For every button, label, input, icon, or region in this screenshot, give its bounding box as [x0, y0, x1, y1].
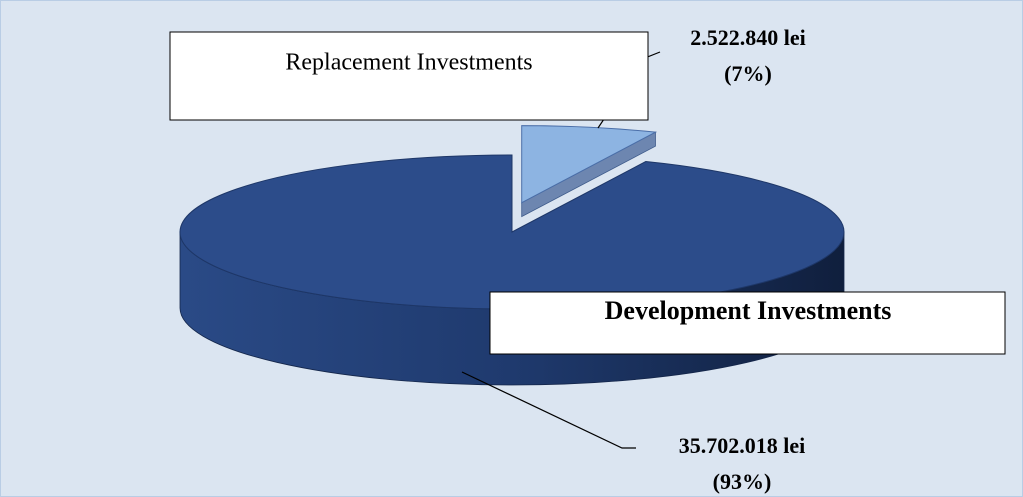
category-label: Replacement Investments: [285, 50, 532, 76]
percent-label: (93%): [713, 469, 772, 494]
leader-line: [461, 371, 636, 449]
value-label: 35.702.018 lei: [679, 433, 806, 458]
value-label: 2.522.840 lei: [690, 25, 806, 50]
pie-slice: [521, 125, 658, 204]
label-box: [169, 31, 649, 121]
category-label: Development Investments: [605, 296, 892, 325]
label-box: [489, 291, 1006, 355]
pie-slice: [179, 154, 845, 310]
percent-label: (7%): [724, 61, 772, 86]
